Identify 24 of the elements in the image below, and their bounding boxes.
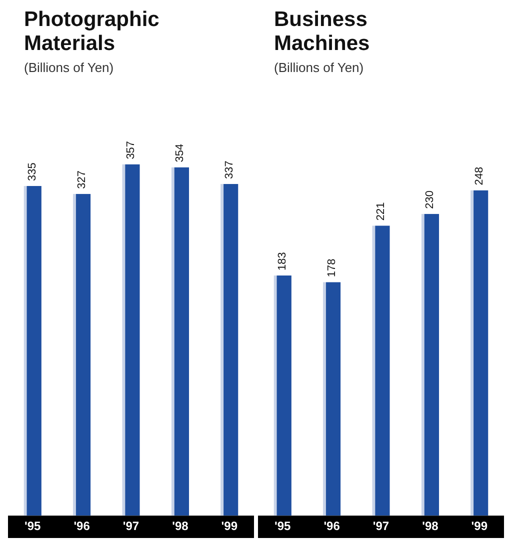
- chart-subtitle: (Billions of Yen): [24, 60, 115, 75]
- chart-title: Business Machines: [274, 8, 371, 56]
- data-label: 354: [174, 144, 186, 162]
- x-tick-label: '98: [422, 519, 439, 534]
- x-tick-label: '97: [372, 519, 390, 534]
- data-label: 248: [473, 166, 486, 186]
- x-tick-label: '95: [24, 519, 42, 534]
- x-tick-label: '99: [221, 519, 238, 534]
- data-label: 230: [424, 190, 436, 209]
- data-label: 335: [26, 162, 39, 181]
- x-tick-label: '97: [122, 519, 140, 534]
- x-tick-label: '96: [74, 519, 90, 534]
- x-tick-label: '95: [274, 519, 292, 534]
- x-tick-label: '99: [471, 519, 488, 534]
- data-label: 327: [76, 170, 88, 189]
- data-label: 357: [125, 140, 138, 160]
- data-label: 221: [375, 202, 388, 221]
- chart-subtitle: (Billions of Yen): [274, 60, 365, 75]
- x-tick-label: '96: [324, 519, 340, 534]
- data-label: 183: [276, 252, 289, 271]
- data-label: 178: [326, 258, 338, 278]
- x-tick-label: '98: [172, 519, 189, 534]
- data-label: 337: [223, 160, 236, 179]
- chart-title: Photographic Materials: [24, 8, 160, 56]
